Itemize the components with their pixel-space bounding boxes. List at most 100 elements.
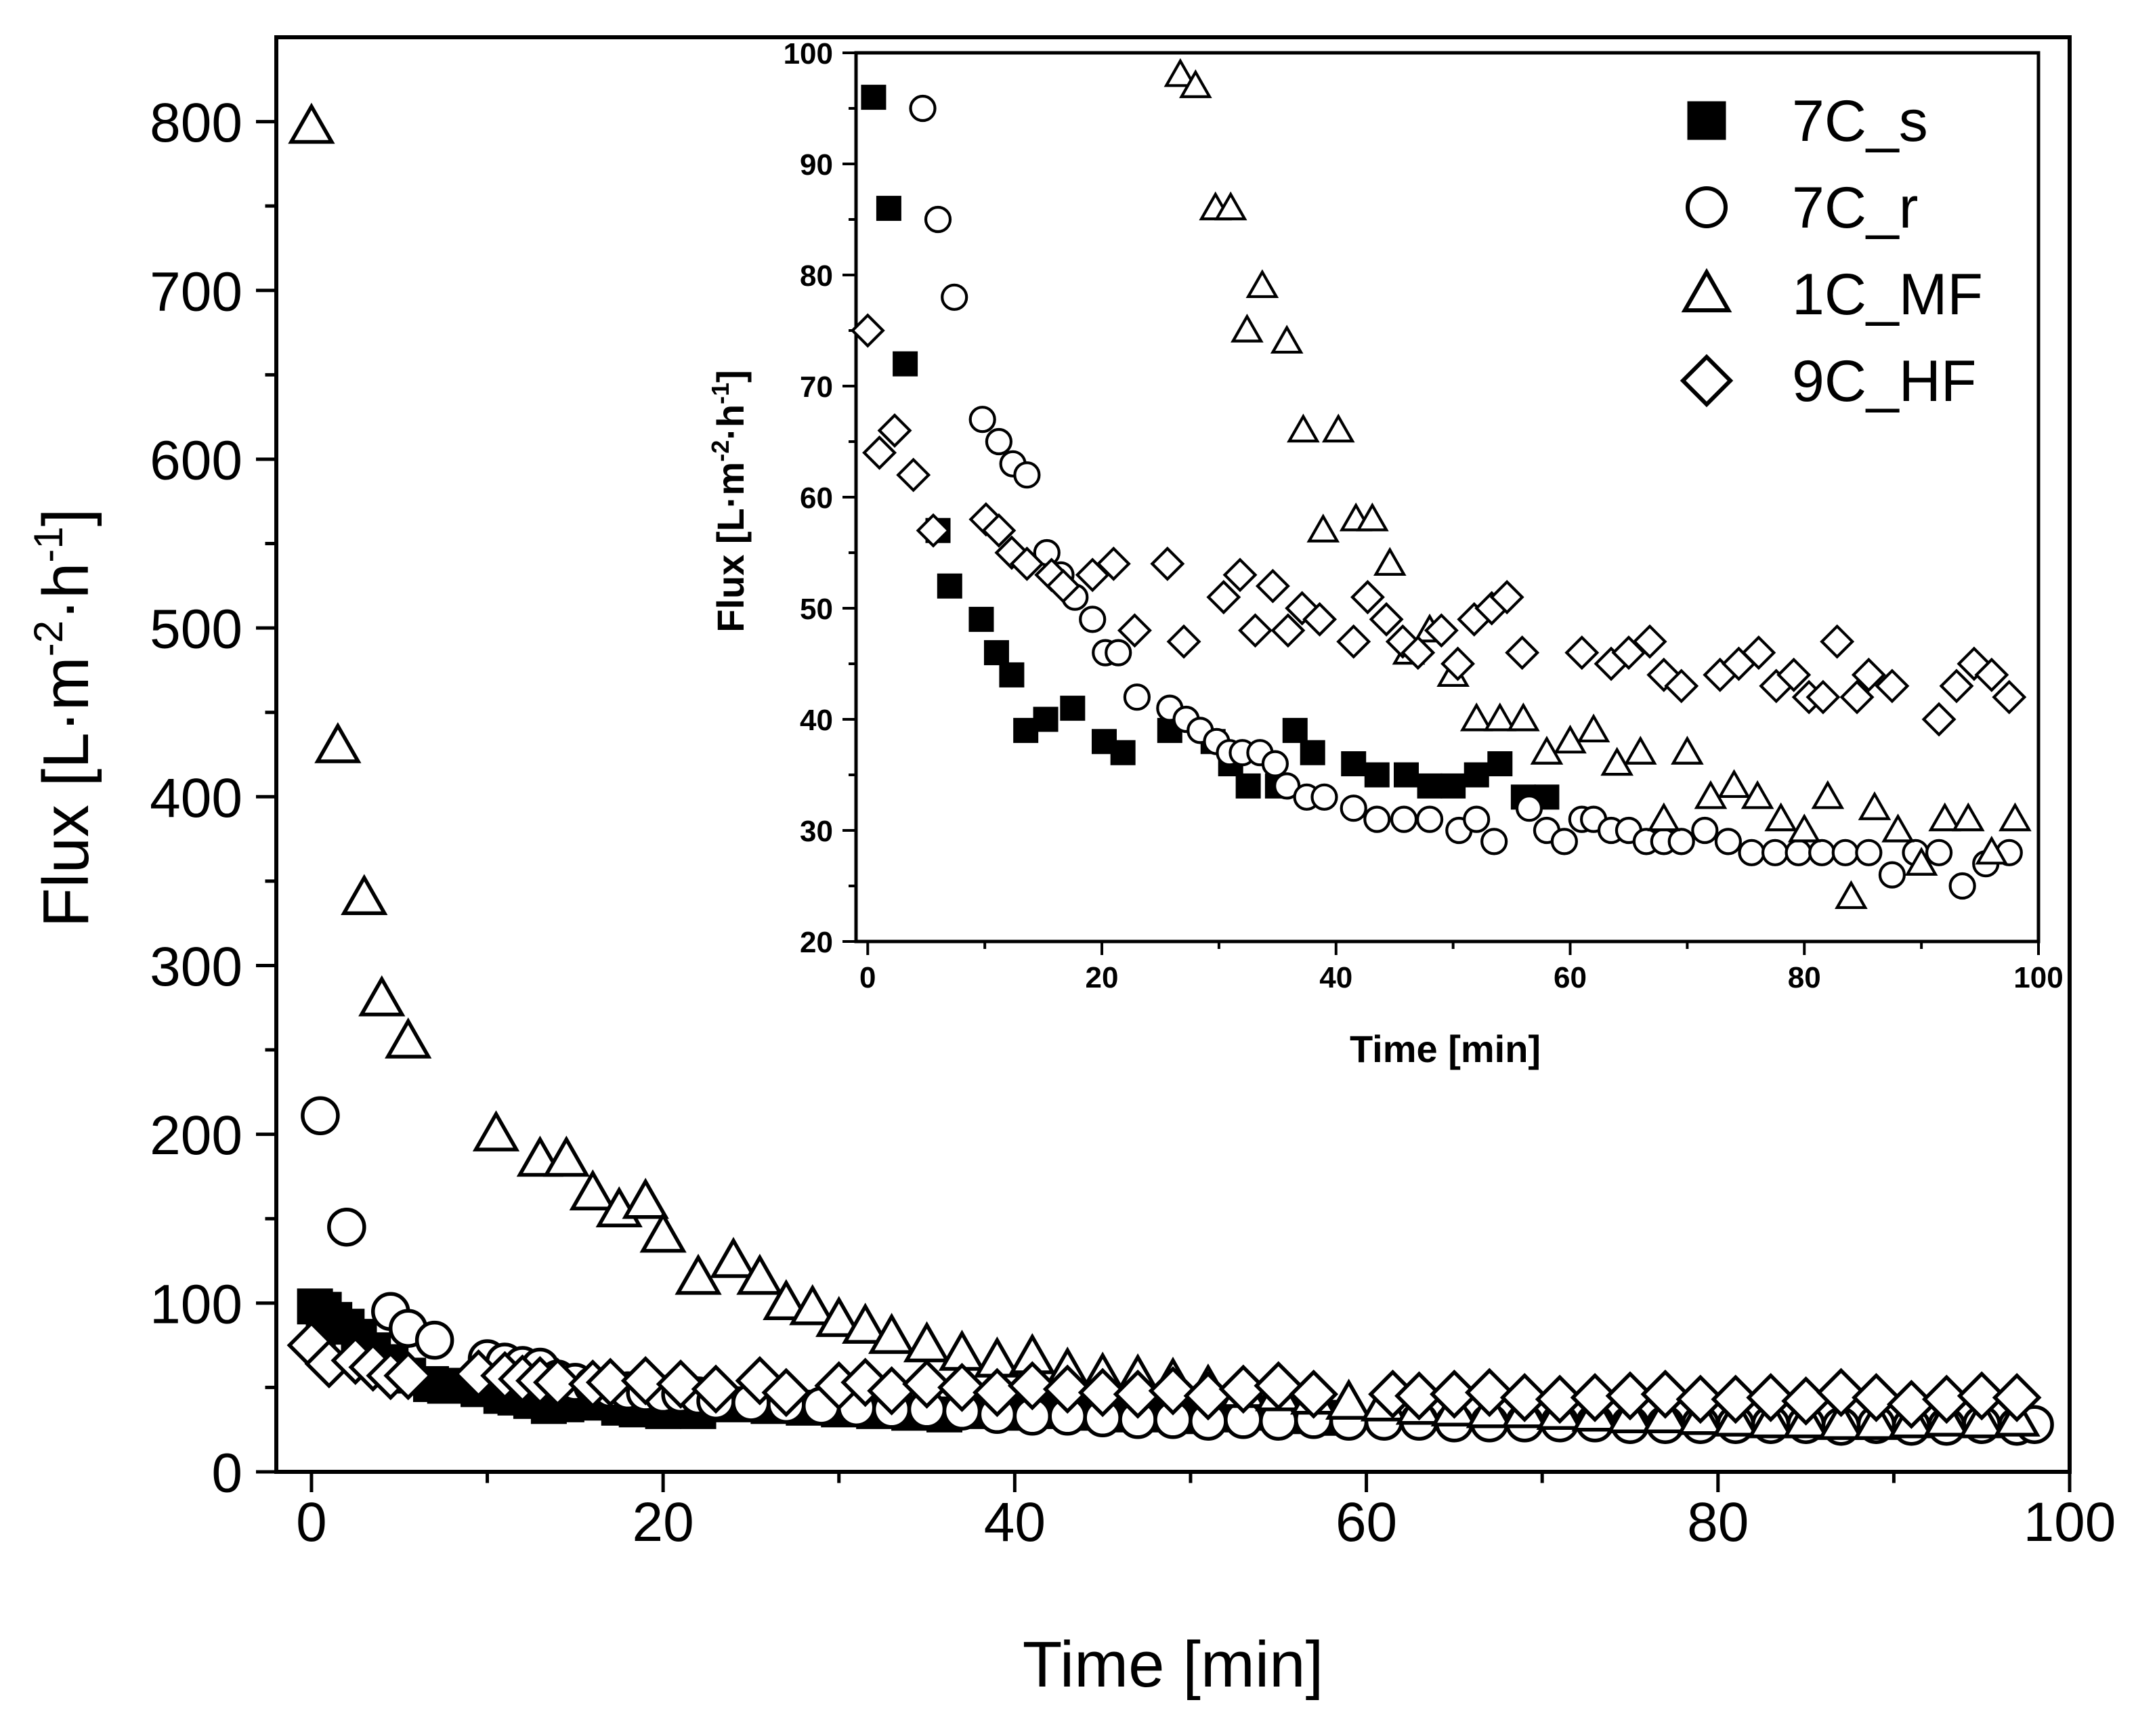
main-ylabel-mid: ·h xyxy=(30,563,102,620)
main-point-9c_hf xyxy=(691,1364,741,1414)
inset-point-9c_hf xyxy=(1166,624,1201,659)
legend-entry-9c_hf: 9C_HF xyxy=(1680,349,1976,414)
main-point-9c_hf xyxy=(1007,1361,1057,1411)
inset-point-7c_s xyxy=(983,640,1009,666)
inset-point-9c_hf xyxy=(1806,679,1841,715)
main-point-9c_hf xyxy=(1605,1371,1655,1421)
main-point-9c_hf xyxy=(1464,1368,1514,1418)
main-point-1c_mf xyxy=(710,1237,757,1278)
main-x-tick-label: 0 xyxy=(296,1491,327,1553)
inset-point-7c_r xyxy=(1079,606,1107,633)
inset-point-7c_r xyxy=(968,406,996,433)
inset-point-1c_mf xyxy=(1245,269,1279,299)
inset-point-9c_hf xyxy=(1440,646,1476,681)
main-point-9c_hf xyxy=(1148,1366,1198,1416)
inset-point-7c_r xyxy=(1480,828,1508,855)
inset-point-1c_mf xyxy=(1881,813,1915,843)
inset-point-7c_s xyxy=(1440,773,1466,799)
inset-y-tick-label: 80 xyxy=(800,259,833,293)
main-point-1c_mf xyxy=(763,1279,810,1320)
inset-point-1c_mf xyxy=(1214,191,1247,221)
inset-point-7c_r xyxy=(1855,839,1883,866)
inset-point-7c_s xyxy=(1341,751,1367,777)
inset-y-tick-label: 50 xyxy=(800,593,833,626)
main-x-tick-label: 100 xyxy=(2024,1491,2116,1553)
main-ylabel-base: Flux [L·m xyxy=(30,656,102,927)
inset-point-1c_mf xyxy=(1530,736,1564,765)
inset-point-7c_s xyxy=(1300,740,1325,765)
main-plot-frame xyxy=(274,35,2072,1474)
inset-point-1c_mf xyxy=(1483,702,1517,732)
inset-point-7c_r xyxy=(1363,805,1391,833)
inset-point-9c_hf xyxy=(1401,635,1436,671)
inset-ylabel-sup2: -1 xyxy=(706,383,734,404)
inset-point-7c_r xyxy=(1948,872,1976,900)
inset-point-7c_s xyxy=(893,351,918,377)
inset-y-axis-label: Flux [L·m-2·h-1] xyxy=(706,370,752,633)
inset-point-9c_hf xyxy=(1150,546,1185,581)
inset-ticks: 0 20 40 60 80 100 20 30 40 50 60 70 80 90 100 xyxy=(784,37,2064,994)
inset-point-1c_mf xyxy=(1577,713,1610,743)
inset-y-tick-label: 90 xyxy=(800,148,833,182)
legend-entry-7c_s: 7C_s xyxy=(1687,89,1928,154)
main-point-1c_mf xyxy=(903,1321,951,1363)
main-point-9c_hf xyxy=(1992,1372,2042,1422)
inset-point-9c_hf xyxy=(1564,635,1600,671)
inset-point-7c_s xyxy=(1417,773,1443,799)
legend-marker-7c_r xyxy=(1686,186,1728,228)
main-point-1c_mf xyxy=(639,1211,687,1253)
inset-point-1c_mf xyxy=(1356,502,1389,532)
main-ylabel-end: ] xyxy=(30,509,102,527)
legend-label-7c_r: 7C_r xyxy=(1792,175,1918,240)
inset-point-9c_hf xyxy=(1222,557,1258,593)
inset-point-9c_hf xyxy=(1270,613,1306,648)
inset-y-tick-label: 20 xyxy=(800,926,833,959)
inset-point-7c_s xyxy=(1110,740,1136,765)
main-point-9c_hf xyxy=(532,1357,582,1407)
main-point-9c_hf xyxy=(1816,1368,1866,1418)
main-point-1c_mf xyxy=(1325,1378,1373,1420)
inset-point-7c_s xyxy=(1033,706,1059,732)
inset-point-7c_r xyxy=(1105,639,1132,666)
legend-marker-1c_mf xyxy=(1681,268,1732,313)
inset-point-9c_hf xyxy=(1009,546,1044,581)
inset-point-1c_mf xyxy=(1623,736,1657,765)
main-point-9c_hf xyxy=(1640,1369,1690,1419)
main-point-1c_mf xyxy=(314,722,362,763)
inset-point-7c_s xyxy=(876,196,901,221)
inset-point-9c_hf xyxy=(1369,601,1404,637)
inset-point-9c_hf xyxy=(1839,679,1875,715)
inset-point-9c_hf xyxy=(1974,657,2009,692)
legend-marker-9c_hf xyxy=(1680,354,1734,408)
main-x-tick-label: 80 xyxy=(1687,1491,1749,1553)
inset-y-tick-label: 100 xyxy=(784,37,833,70)
main-point-9c_hf xyxy=(1675,1374,1726,1424)
inset-point-7c_r xyxy=(1310,783,1338,811)
inset-point-1c_mf xyxy=(1287,413,1320,443)
main-point-9c_hf xyxy=(1499,1372,1550,1422)
main-y-tick-label: 0 xyxy=(211,1443,242,1504)
main-point-9c_hf xyxy=(1852,1372,1901,1422)
inset-point-9c_hf xyxy=(1741,635,1776,671)
main-point-1c_mf xyxy=(789,1284,836,1326)
inset-point-7c_s xyxy=(968,606,994,632)
main-point-7c_r xyxy=(327,1207,366,1247)
main-point-9c_hf xyxy=(902,1359,952,1409)
main-point-1c_mf xyxy=(569,1169,616,1211)
inset-ylabel-mid: ·h xyxy=(709,404,752,440)
inset-point-7c_r xyxy=(1691,816,1719,845)
main-point-9c_hf xyxy=(1394,1371,1444,1421)
main-ylabel-sup2: -1 xyxy=(26,526,71,562)
inset-point-9c_hf xyxy=(877,413,912,448)
main-point-9c_hf xyxy=(937,1363,987,1412)
main-point-9c_hf xyxy=(1429,1369,1479,1419)
main-point-1c_mf xyxy=(622,1177,669,1219)
inset-series-9c_hf xyxy=(850,313,2027,737)
main-point-1c_mf xyxy=(358,975,406,1017)
inset-x-tick-label: 80 xyxy=(1788,961,1821,994)
legend-entry-1c_mf: 1C_MF xyxy=(1681,262,1983,327)
inset-point-9c_hf xyxy=(1046,568,1081,604)
inset-point-1c_mf xyxy=(1647,802,1681,832)
inset-point-7c_r xyxy=(1013,461,1041,489)
inset-point-7c_r xyxy=(924,205,952,234)
